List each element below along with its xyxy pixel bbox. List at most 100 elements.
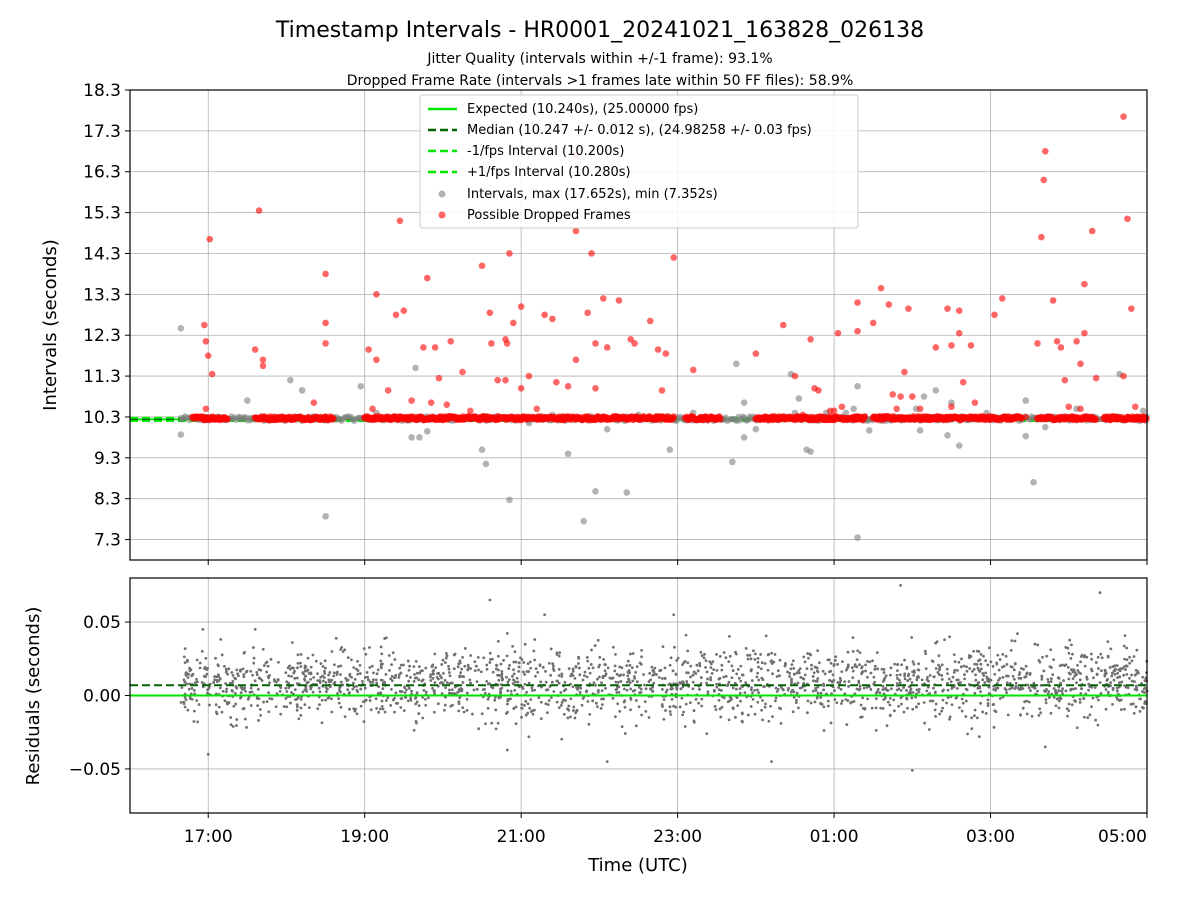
residual-point [458, 659, 462, 663]
residual-point [450, 692, 453, 695]
residual-point [756, 656, 760, 660]
residual-point [649, 678, 652, 682]
residual-point [353, 677, 357, 681]
residual-point [289, 667, 292, 671]
residual-point [889, 687, 893, 691]
residual-point [555, 700, 559, 704]
residual-point [773, 699, 777, 703]
residual-point [739, 699, 742, 703]
residual-point [366, 675, 370, 679]
dropped-frame-point [517, 385, 525, 392]
residual-point [989, 660, 993, 664]
residual-point [910, 769, 914, 772]
residual-point [700, 654, 704, 658]
residual-point [482, 656, 486, 660]
residual-point [1025, 671, 1029, 675]
residual-point [985, 677, 989, 680]
residual-point [1115, 664, 1119, 667]
residual-point [463, 664, 467, 668]
residual-point [1045, 654, 1049, 658]
residual-point [447, 667, 451, 671]
residual-point [559, 691, 563, 694]
residual-point [881, 685, 885, 688]
x-tick-label: 17:00 [184, 827, 233, 847]
residual-point [684, 702, 688, 706]
dropped-frame-point [1120, 372, 1127, 380]
residual-point [328, 671, 332, 674]
residual-point [215, 712, 219, 716]
dropped-frame-point [427, 399, 435, 406]
residual-point [234, 677, 238, 681]
residual-point [790, 677, 793, 681]
residual-point [376, 668, 380, 672]
residual-point [876, 667, 879, 671]
residual-point [588, 671, 592, 675]
residual-point [898, 678, 902, 682]
residual-point [473, 669, 477, 673]
residual-point [217, 675, 221, 679]
residual-point [380, 699, 384, 703]
residual-point [1105, 679, 1109, 682]
dropped-frame-point [662, 350, 670, 357]
residual-point [264, 661, 268, 665]
residual-point [613, 664, 617, 668]
residual-point [973, 691, 977, 695]
interval-point [854, 383, 861, 390]
residual-point [265, 670, 269, 674]
residual-point [290, 666, 294, 670]
residual-point [345, 679, 349, 683]
residual-point [839, 687, 843, 691]
dropped-frame-point [646, 317, 654, 325]
residual-point [1116, 671, 1120, 675]
residual-point [459, 675, 463, 678]
residual-point [420, 679, 424, 683]
residual-point [940, 709, 944, 713]
residual-point [1039, 683, 1043, 687]
residual-point [496, 721, 500, 725]
residual-point [471, 712, 474, 716]
residual-point [452, 653, 456, 657]
residual-point [739, 679, 743, 683]
residual-point [544, 680, 548, 684]
dropped-frame-point [1057, 344, 1065, 351]
residual-point [860, 672, 864, 676]
residual-point [414, 696, 418, 700]
residual-point [1108, 666, 1112, 669]
residual-point [940, 678, 944, 681]
residual-point [551, 667, 555, 671]
intervals-y-axis-label: Intervals (seconds) [40, 239, 61, 411]
dropped-frame-point [861, 413, 869, 421]
residual-point [953, 668, 957, 672]
residual-point [1010, 639, 1014, 643]
residual-point [833, 698, 837, 701]
x-tick-label: 19:00 [340, 827, 389, 847]
residual-point [390, 663, 393, 667]
residual-point [359, 704, 363, 708]
residual-point [812, 679, 815, 683]
residual-point [1010, 665, 1014, 669]
residual-point [1067, 677, 1071, 681]
residual-point [531, 712, 535, 716]
residual-point [702, 656, 706, 660]
residual-point [448, 688, 451, 692]
residual-point [760, 708, 764, 712]
residual-point [497, 678, 501, 682]
residual-point [459, 671, 463, 674]
residual-point [409, 698, 413, 702]
residual-point [1021, 706, 1025, 710]
residual-point [268, 681, 271, 685]
residual-point [873, 680, 877, 684]
residual-point [500, 676, 504, 680]
dropped-frame-point [365, 346, 372, 353]
residual-point [341, 683, 345, 687]
residual-point [1063, 664, 1067, 668]
residual-point [581, 697, 585, 700]
residual-point [195, 658, 199, 662]
residual-point [231, 679, 235, 683]
residual-point [1032, 681, 1036, 685]
residual-point [910, 696, 914, 700]
residual-point [343, 715, 347, 718]
residual-point [400, 690, 404, 693]
residual-point [600, 697, 603, 701]
residual-point [633, 688, 637, 692]
